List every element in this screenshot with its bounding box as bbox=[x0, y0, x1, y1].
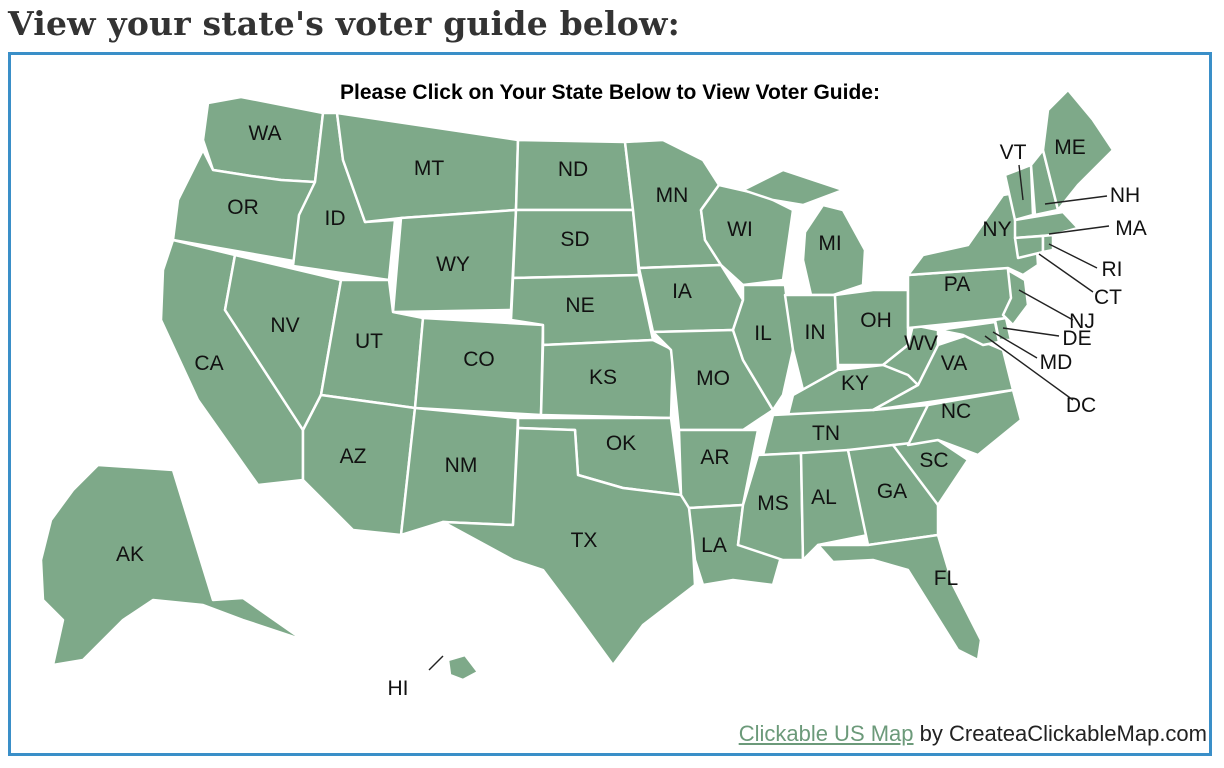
label-nv: NV bbox=[270, 314, 299, 337]
label-ct: CT bbox=[1094, 286, 1122, 309]
label-ia: IA bbox=[672, 280, 692, 303]
state-nc[interactable] bbox=[906, 388, 1023, 457]
label-fl: FL bbox=[934, 567, 959, 590]
state-md[interactable] bbox=[936, 320, 1001, 347]
state-nj[interactable] bbox=[1001, 268, 1030, 327]
state-ak[interactable] bbox=[39, 463, 305, 667]
label-wy: WY bbox=[436, 253, 470, 276]
label-ne: NE bbox=[565, 294, 594, 317]
label-mt: MT bbox=[414, 157, 444, 180]
label-ri: RI bbox=[1102, 258, 1123, 281]
us-map-frame: Please Click on Your State Below to View… bbox=[8, 52, 1212, 756]
label-sc: SC bbox=[919, 449, 948, 472]
label-tx: TX bbox=[571, 529, 598, 552]
label-ca: CA bbox=[194, 352, 223, 375]
state-vt[interactable] bbox=[1003, 163, 1035, 222]
state-ny[interactable] bbox=[906, 188, 1040, 277]
state-wi[interactable] bbox=[699, 183, 795, 287]
state-al[interactable] bbox=[799, 448, 870, 562]
label-me: ME bbox=[1054, 136, 1086, 159]
label-va: VA bbox=[941, 352, 967, 375]
label-hi: HI bbox=[388, 677, 409, 700]
clickable-us-map-link[interactable]: Clickable US Map bbox=[738, 721, 914, 746]
label-oh: OH bbox=[860, 309, 892, 332]
state-hi[interactable] bbox=[446, 653, 480, 682]
state-ri[interactable] bbox=[1041, 233, 1055, 254]
label-nj: NJ bbox=[1069, 310, 1095, 333]
label-de: DE bbox=[1062, 327, 1091, 350]
map-title: Please Click on Your State Below to View… bbox=[340, 81, 880, 104]
label-co: CO bbox=[463, 348, 495, 371]
label-ut: UT bbox=[355, 330, 383, 353]
label-nh: NH bbox=[1110, 184, 1140, 207]
label-nd: ND bbox=[558, 158, 588, 181]
state-ks[interactable] bbox=[539, 338, 675, 420]
label-la: LA bbox=[701, 534, 727, 557]
label-mn: MN bbox=[656, 184, 689, 207]
state-fl[interactable] bbox=[816, 533, 983, 662]
page-heading: View your state's voter guide below: bbox=[8, 4, 680, 43]
label-mi: MI bbox=[818, 232, 841, 255]
state-tx[interactable] bbox=[441, 426, 697, 667]
label-vt: VT bbox=[1000, 141, 1027, 164]
state-labels: WA OR CA ID NV MT WY UT AZ CO NM ND SD N… bbox=[116, 122, 1147, 700]
label-in: IN bbox=[805, 321, 826, 344]
label-ky: KY bbox=[841, 372, 869, 395]
label-wv: WV bbox=[904, 332, 938, 355]
label-id: ID bbox=[325, 207, 346, 230]
label-or: OR bbox=[227, 196, 259, 219]
label-pa: PA bbox=[944, 273, 970, 296]
label-az: AZ bbox=[340, 445, 367, 468]
state-me[interactable] bbox=[1041, 88, 1115, 212]
label-nm: NM bbox=[445, 454, 478, 477]
label-dc: DC bbox=[1066, 394, 1096, 417]
label-ok: OK bbox=[606, 432, 636, 455]
label-ms: MS bbox=[757, 492, 789, 515]
label-sd: SD bbox=[560, 228, 589, 251]
label-wa: WA bbox=[248, 122, 281, 145]
label-ga: GA bbox=[877, 480, 907, 503]
label-md: MD bbox=[1040, 351, 1073, 374]
credit-suffix: by CreateaClickableMap.com bbox=[913, 721, 1207, 746]
label-ks: KS bbox=[589, 366, 617, 389]
state-mi-up[interactable] bbox=[741, 168, 845, 207]
label-ma: MA bbox=[1115, 217, 1147, 240]
label-ak: AK bbox=[116, 543, 144, 566]
label-il: IL bbox=[754, 322, 772, 345]
state-wv[interactable] bbox=[881, 323, 940, 387]
label-wi: WI bbox=[727, 218, 753, 241]
state-mi[interactable] bbox=[801, 203, 867, 297]
leader-lines bbox=[428, 164, 1110, 671]
map-credit: Clickable US Map by CreateaClickableMap.… bbox=[739, 721, 1207, 747]
label-nc: NC bbox=[941, 400, 971, 423]
us-map: WA OR CA ID NV MT WY UT AZ CO NM ND SD N… bbox=[39, 88, 1147, 700]
label-al: AL bbox=[811, 486, 837, 509]
label-tn: TN bbox=[812, 422, 840, 445]
label-ar: AR bbox=[700, 446, 729, 469]
label-ny: NY bbox=[982, 218, 1011, 241]
label-mo: MO bbox=[696, 367, 730, 390]
